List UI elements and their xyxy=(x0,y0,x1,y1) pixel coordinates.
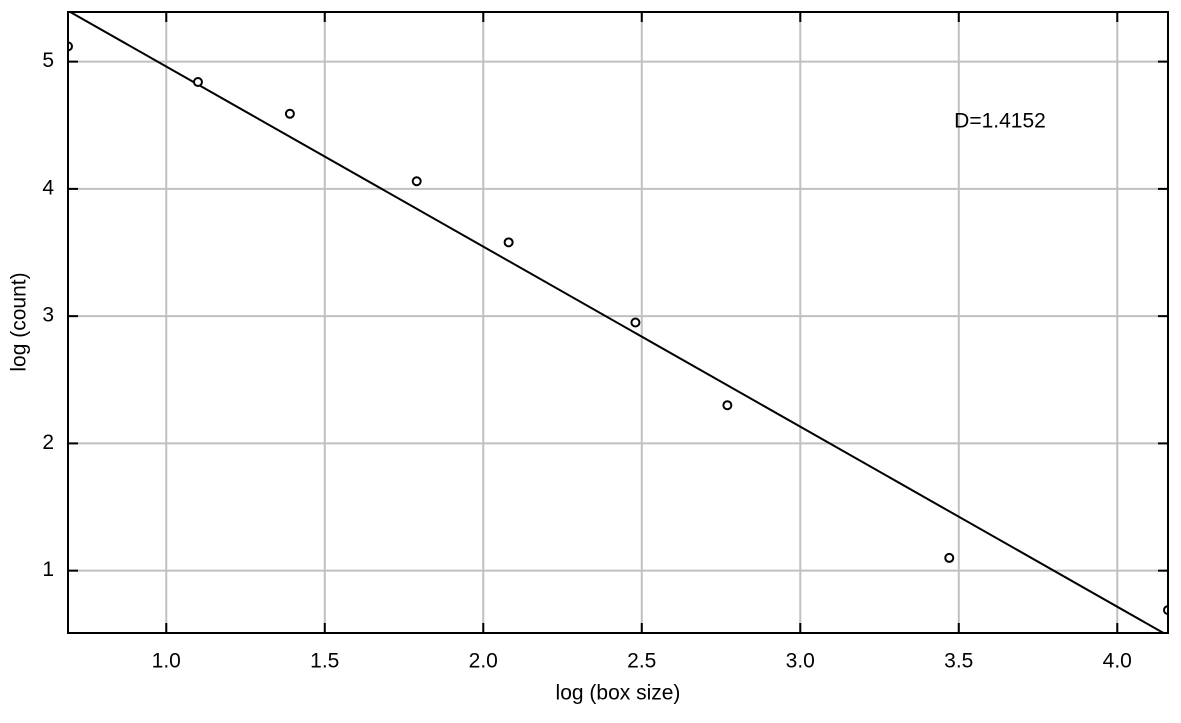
y-tick-label: 1 xyxy=(42,558,54,581)
x-tick-label: 2.0 xyxy=(469,650,498,673)
y-tick-label: 4 xyxy=(42,176,54,199)
data-point xyxy=(503,237,514,248)
y-tick-label: 3 xyxy=(42,304,54,327)
data-point xyxy=(411,176,422,187)
data-point xyxy=(630,317,641,328)
y-axis-label: log (count) xyxy=(8,272,31,371)
plot-frame xyxy=(67,11,1169,634)
x-tick-label: 1.5 xyxy=(310,650,339,673)
x-tick-label: 3.0 xyxy=(786,650,815,673)
y-tick-label: 2 xyxy=(42,431,54,454)
data-point xyxy=(284,108,295,119)
x-tick-label: 4.0 xyxy=(1103,650,1132,673)
x-tick-label: 1.0 xyxy=(152,650,181,673)
data-point xyxy=(722,400,733,411)
data-point xyxy=(944,552,955,563)
data-point xyxy=(192,76,203,87)
y-tick-label: 5 xyxy=(42,49,54,72)
fit-line xyxy=(68,12,1166,633)
x-tick-label: 2.5 xyxy=(627,650,656,673)
x-tick-label: 3.5 xyxy=(944,650,973,673)
x-axis-label: log (box size) xyxy=(556,682,681,705)
annotation: D=1.4152 xyxy=(954,110,1046,133)
